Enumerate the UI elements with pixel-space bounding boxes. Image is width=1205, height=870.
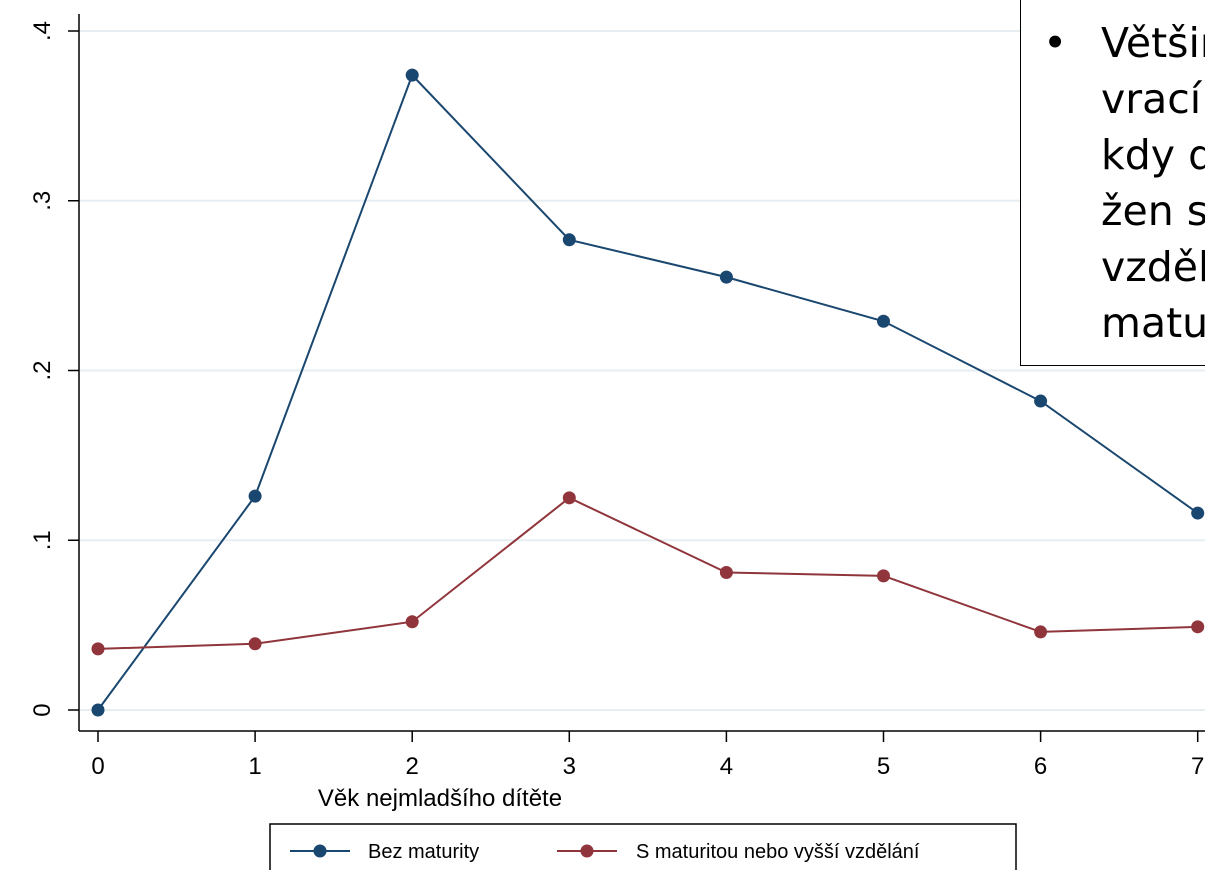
grid-lines xyxy=(80,30,1205,711)
x-tick-label: 3 xyxy=(563,753,576,780)
y-tick-label: 0 xyxy=(29,703,56,716)
series-group xyxy=(91,68,1205,717)
y-tick-label: .2 xyxy=(29,360,56,380)
data-point-series-1 xyxy=(719,270,733,284)
x-tick-label: 0 xyxy=(91,753,104,780)
data-point-series-2 xyxy=(877,569,890,583)
data-point-series-2 xyxy=(1034,625,1048,639)
data-point-series-1 xyxy=(405,68,419,82)
legend-label-1: Bez maturity xyxy=(368,841,479,863)
x-tick-label: 6 xyxy=(1034,753,1047,780)
series-line-2 xyxy=(97,496,1198,650)
data-point-series-2 xyxy=(248,637,262,651)
series-line-1 xyxy=(97,73,1199,711)
y-ticks: 0 .1 .2 .3 .4 xyxy=(29,21,79,717)
axes xyxy=(78,14,1205,732)
data-point-series-1 xyxy=(1034,394,1048,408)
y-tick-label: .3 xyxy=(29,191,56,211)
data-point-series-2 xyxy=(405,615,419,629)
data-point-series-1 xyxy=(1191,506,1205,520)
x-axis-title: Věk nejmladšího dítěte xyxy=(318,785,562,812)
data-point-series-1 xyxy=(562,233,576,247)
annotation-box: • Většin vrací t kdy d žen s vzděla matu xyxy=(1020,0,1205,366)
x-tick-label: 5 xyxy=(877,753,890,780)
legend: Bez maturity S maturitou nebo vyšší vzděl… xyxy=(269,823,1017,870)
x-tick-label: 7 xyxy=(1191,753,1204,780)
annotation-text: Většin vrací t kdy d žen s vzděla matu xyxy=(1101,19,1205,347)
y-tick-label: .4 xyxy=(29,21,56,41)
data-point-series-2 xyxy=(562,491,576,505)
annotation-bullet: • xyxy=(1043,19,1068,67)
x-ticks: 0 1 2 3 4 5 6 7 xyxy=(91,731,1204,780)
legend-box xyxy=(269,823,1017,870)
legend-marker-1 xyxy=(313,844,327,858)
data-point-series-2 xyxy=(1191,620,1205,634)
data-point-series-2 xyxy=(91,642,105,656)
x-tick-label: 4 xyxy=(720,753,733,780)
legend-marker-2 xyxy=(580,844,594,858)
data-point-series-2 xyxy=(719,566,733,580)
legend-label-2: S maturitou nebo vyšší vzdělání xyxy=(636,841,920,863)
x-tick-label: 1 xyxy=(248,753,261,780)
x-tick-label: 2 xyxy=(406,753,419,780)
data-point-series-1 xyxy=(91,703,105,717)
y-tick-label: .1 xyxy=(29,530,56,550)
data-point-series-1 xyxy=(877,314,890,328)
data-point-series-1 xyxy=(248,489,262,503)
